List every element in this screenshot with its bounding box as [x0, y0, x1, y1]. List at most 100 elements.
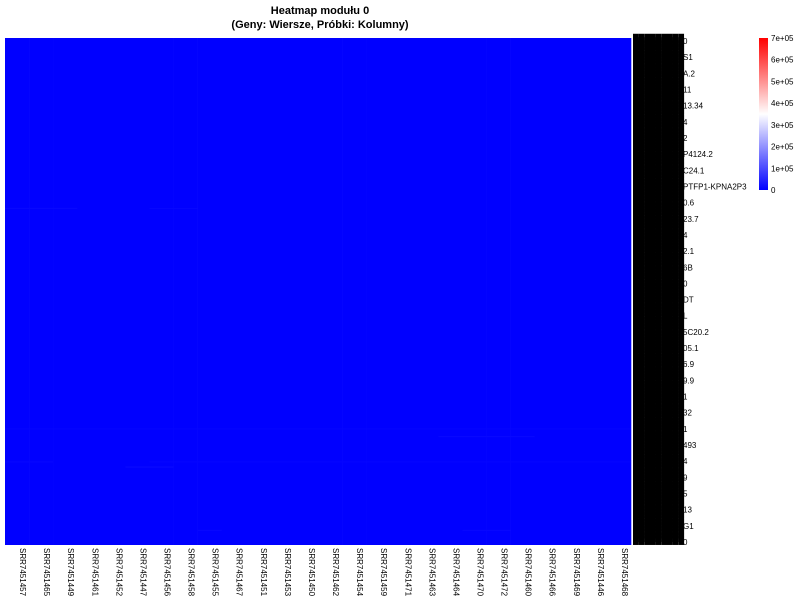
- row-label-overlap: █████████: [633, 484, 684, 495]
- column-label: SRR7451472: [500, 548, 509, 597]
- row-label-overlap: █████████: [633, 151, 684, 162]
- column-label: SRR7451466: [548, 548, 557, 597]
- row-label-overlap: █████████: [633, 491, 684, 502]
- column-label: SRR7451468: [620, 548, 629, 597]
- legend-tick-label: 7e+05: [771, 34, 794, 43]
- heatmap-streak: [197, 529, 222, 531]
- row-label-overlap: █████████: [633, 201, 684, 212]
- row-label-overlap: █████████: [633, 488, 684, 499]
- row-label-overlap: █████████: [633, 370, 684, 381]
- row-label-overlap: █████████: [633, 205, 684, 216]
- row-label-overlap: █████████: [633, 350, 684, 361]
- heatmap-column-cell: [390, 38, 415, 545]
- row-label-overlap: █████████: [633, 296, 684, 307]
- row-label-overlap: █████████: [633, 504, 684, 515]
- row-label: 1: [683, 393, 688, 402]
- row-label-overlap: █████████: [633, 447, 684, 458]
- row-label-overlap: █████████: [633, 531, 684, 542]
- row-label-overlap: █████████: [633, 413, 684, 424]
- heatmap-column-cell: [197, 38, 222, 545]
- column-label: SRR7451449: [66, 548, 75, 597]
- row-label: P4124.2: [683, 150, 713, 159]
- heatmap-column-cell: [269, 38, 295, 545]
- heatmap-column-cell: [606, 38, 632, 545]
- column-label: SRR7451452: [114, 548, 123, 597]
- row-label: 4: [683, 231, 688, 240]
- row-label-overlap: █████████: [633, 380, 684, 391]
- legend-color-bar: [759, 38, 768, 190]
- row-label-overlap: █████████: [633, 174, 684, 185]
- column-label: SRR7451460: [524, 548, 533, 597]
- heatmap-column-cell: [173, 38, 198, 545]
- row-label-overlap: █████████: [633, 235, 684, 246]
- row-label-overlap: █████████: [633, 353, 684, 364]
- row-label-overlap: █████████: [633, 245, 684, 256]
- heatmap-column-cell: [53, 38, 78, 545]
- legend-tick-label: 2e+05: [771, 143, 794, 152]
- heatmap-column-cell: [318, 38, 343, 545]
- row-label-overlap: █████████: [633, 424, 684, 435]
- column-labels: SRR7451457 SRR7451465 SRR7451449 SRR7451461…: [18, 548, 629, 597]
- legend-tick-label: 4e+05: [771, 99, 794, 108]
- row-label: 5: [683, 490, 688, 499]
- row-label: 1: [683, 425, 688, 434]
- row-label-overlap: █████████: [633, 208, 684, 219]
- column-label: SRR7451450: [307, 548, 316, 597]
- row-label-overlap: █████████: [633, 440, 684, 451]
- row-label-overlap: █████████: [633, 255, 684, 266]
- row-label-overlap: █████████: [633, 312, 684, 323]
- column-label: SRR7451451: [259, 548, 268, 597]
- row-label-overlap: █████████: [633, 161, 684, 172]
- row-label-overlap: █████████: [633, 178, 684, 189]
- heatmap-column-cell: [414, 38, 439, 545]
- row-label-overlap: █████████: [633, 467, 684, 478]
- row-label: 493: [683, 441, 697, 450]
- row-label-overlap: █████████: [633, 390, 684, 401]
- row-label-overlap: █████████: [633, 141, 684, 152]
- legend-tick-label: 3e+05: [771, 121, 794, 130]
- row-label-overlap: █████████: [633, 363, 684, 374]
- heatmap-streak: [462, 529, 511, 531]
- row-label-overlap: █████████: [633, 373, 684, 384]
- row-label-overlap: █████████: [633, 282, 684, 293]
- row-label-overlap: █████████: [633, 269, 684, 280]
- row-label-overlap: █████████: [633, 110, 684, 121]
- row-label-overlap: █████████: [633, 323, 684, 334]
- row-label-overlap: █████████: [633, 57, 684, 68]
- row-label-overlap: █████████: [633, 481, 684, 492]
- chart-title: Heatmap modułu 0: [270, 5, 370, 17]
- row-label-overlap: █████████: [633, 259, 684, 270]
- row-label-overlap: █████████: [633, 222, 684, 233]
- row-label-overlap: █████████: [633, 124, 684, 135]
- row-label-overlap: █████████: [633, 94, 684, 105]
- row-label-overlap: █████████: [633, 242, 684, 253]
- row-label-overlap: █████████: [633, 528, 684, 539]
- row-label-overlap: █████████: [633, 437, 684, 448]
- row-label-overlap: █████████: [633, 164, 684, 175]
- row-label: 2.1: [683, 247, 695, 256]
- row-label: 6.9: [683, 360, 695, 369]
- column-label: SRR7451453: [283, 548, 292, 597]
- row-label: 9: [683, 473, 688, 482]
- row-label-overlap: █████████: [633, 336, 684, 347]
- heatmap-column-cell: [29, 38, 54, 545]
- row-label-overlap: █████████: [633, 127, 684, 138]
- row-label-overlap: █████████: [633, 185, 684, 196]
- row-label-overlap: █████████: [633, 181, 684, 192]
- row-label-overlap: █████████: [633, 77, 684, 88]
- column-label: SRR7451454: [355, 548, 364, 597]
- row-label-overlap: █████████: [633, 387, 684, 398]
- heatmap-column-cell: [101, 38, 126, 545]
- column-label: SRR7451459: [379, 548, 388, 597]
- column-label: SRR7451464: [451, 548, 460, 597]
- row-label-overlap: █████████: [633, 104, 684, 115]
- row-label-overlap: █████████: [633, 36, 684, 47]
- row-label-overlap: █████████: [633, 329, 684, 340]
- row-label-overlap: █████████: [633, 215, 684, 226]
- row-label-overlap: █████████: [633, 417, 684, 428]
- row-label: L: [683, 312, 688, 321]
- row-label-overlap: █████████: [633, 47, 684, 58]
- row-label-overlap: █████████: [633, 114, 684, 125]
- row-label-overlap: █████████: [633, 134, 684, 145]
